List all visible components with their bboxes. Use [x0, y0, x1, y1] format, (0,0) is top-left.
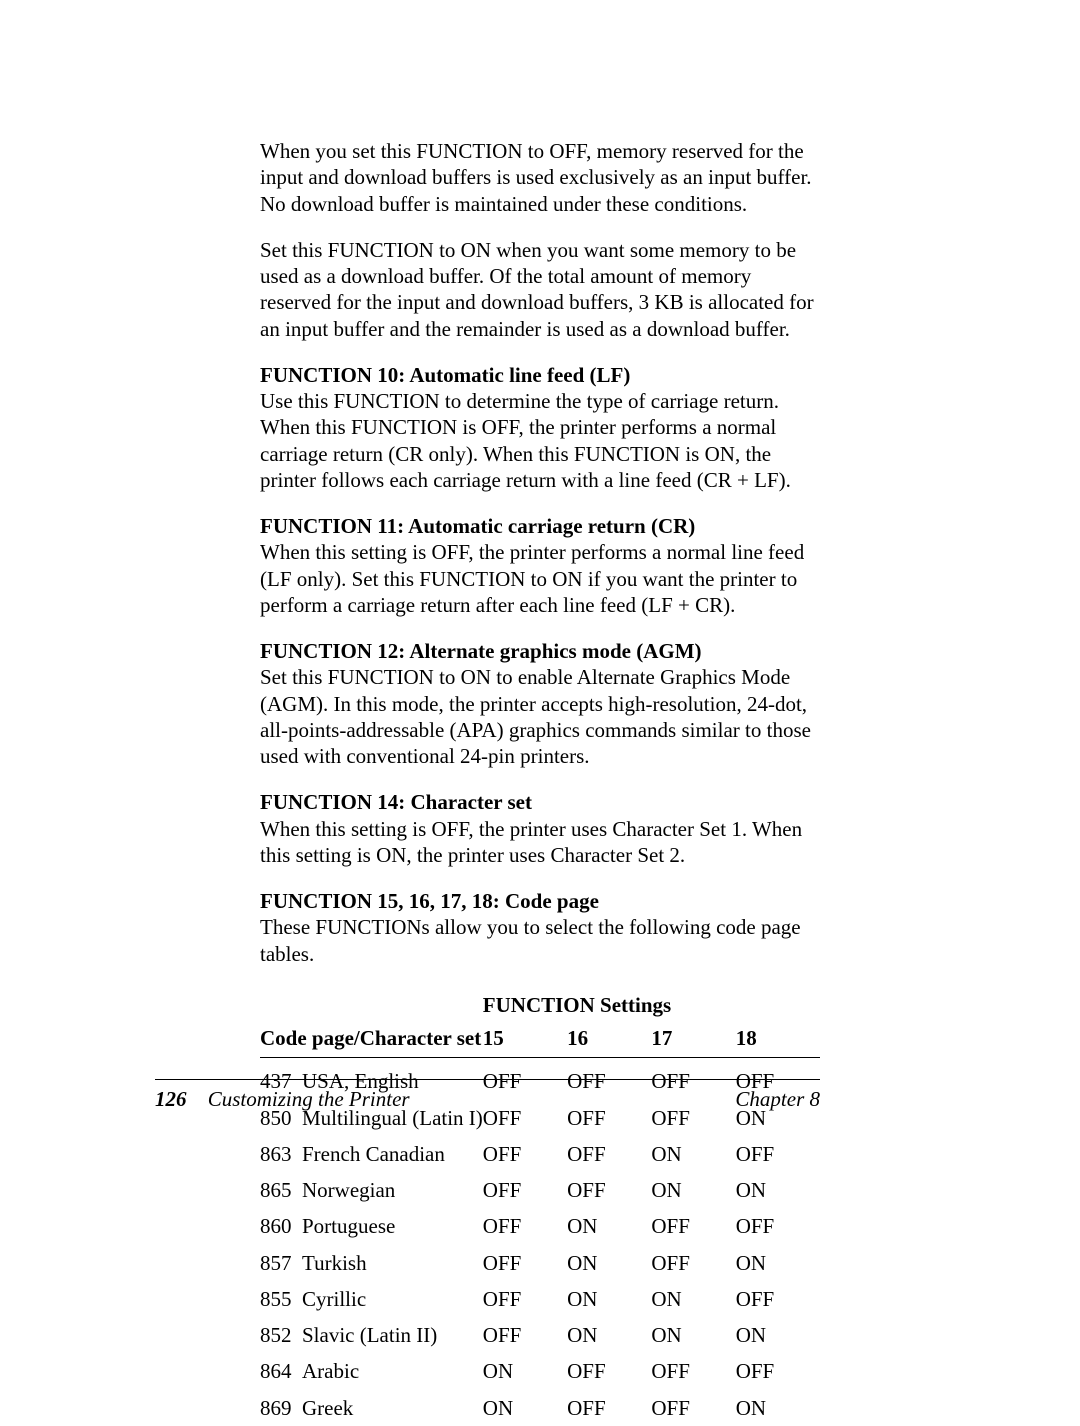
section-body: Use this FUNCTION to determine the type … [260, 388, 820, 493]
section-function-14: FUNCTION 14: Character set When this set… [260, 789, 820, 868]
setting-cell: ON [483, 1353, 567, 1389]
table-row: 865NorwegianOFFOFFONON [260, 1172, 820, 1208]
setting-cell: OFF [736, 1136, 820, 1172]
section-heading: FUNCTION 15, 16, 17, 18: Code page [260, 888, 820, 914]
setting-cell: ON [736, 1317, 820, 1353]
code-page-name: Portuguese [302, 1214, 395, 1238]
setting-cell: OFF [483, 1245, 567, 1281]
setting-cell: OFF [736, 1208, 820, 1244]
setting-cell: OFF [567, 1136, 651, 1172]
section-heading: FUNCTION 12: Alternate graphics mode (AG… [260, 638, 820, 664]
code-page-name: Greek [302, 1396, 353, 1420]
setting-cell: ON [567, 1317, 651, 1353]
setting-cell: OFF [567, 1172, 651, 1208]
setting-cell: ON [651, 1281, 735, 1317]
setting-cell: OFF [651, 1353, 735, 1389]
table-row: 869GreekONOFFOFFON [260, 1390, 820, 1426]
code-page-cell: 869Greek [260, 1390, 483, 1426]
section-function-15-18: FUNCTION 15, 16, 17, 18: Code page These… [260, 888, 820, 967]
row-header-label: Code page/Character set [260, 1020, 483, 1058]
setting-cell: OFF [567, 1353, 651, 1389]
col-header: 15 [483, 1020, 567, 1058]
code-page-cell: 852Slavic (Latin II) [260, 1317, 483, 1353]
setting-cell: ON [567, 1208, 651, 1244]
table-body: 437USA, EnglishOFFOFFOFFOFF850Multilingu… [260, 1058, 820, 1426]
setting-cell: OFF [651, 1245, 735, 1281]
setting-cell: ON [567, 1281, 651, 1317]
section-function-10: FUNCTION 10: Automatic line feed (LF) Us… [260, 362, 820, 493]
section-function-12: FUNCTION 12: Alternate graphics mode (AG… [260, 638, 820, 769]
page-footer: 126 Customizing the Printer Chapter 8 [155, 1079, 820, 1112]
section-body: When this setting is OFF, the printer us… [260, 816, 820, 869]
setting-cell: OFF [483, 1208, 567, 1244]
setting-cell: OFF [483, 1172, 567, 1208]
code-page-cell: 865Norwegian [260, 1172, 483, 1208]
table-row: 864ArabicONOFFOFFOFF [260, 1353, 820, 1389]
content-area: When you set this FUNCTION to OFF, memor… [260, 138, 820, 1426]
setting-cell: ON [651, 1172, 735, 1208]
section-body: These FUNCTIONs allow you to select the … [260, 914, 820, 967]
section-heading: FUNCTION 11: Automatic carriage return (… [260, 513, 820, 539]
setting-cell: OFF [651, 1390, 735, 1426]
table-super-header-row: FUNCTION Settings [260, 987, 820, 1020]
setting-cell: OFF [483, 1281, 567, 1317]
setting-cell: OFF [483, 1136, 567, 1172]
code-page-table: FUNCTION Settings Code page/Character se… [260, 987, 820, 1426]
code-page-cell: 857Turkish [260, 1245, 483, 1281]
page-number: 126 [155, 1087, 187, 1111]
section-heading: FUNCTION 10: Automatic line feed (LF) [260, 362, 820, 388]
code-page-cell: 864Arabic [260, 1353, 483, 1389]
table-row: 857TurkishOFFONOFFON [260, 1245, 820, 1281]
setting-cell: ON [736, 1245, 820, 1281]
setting-cell: ON [483, 1390, 567, 1426]
section-heading: FUNCTION 14: Character set [260, 789, 820, 815]
setting-cell: OFF [483, 1317, 567, 1353]
code-page-name: Turkish [302, 1251, 367, 1275]
section-body: When this setting is OFF, the printer pe… [260, 539, 820, 618]
code-page-name: Slavic (Latin II) [302, 1323, 437, 1347]
code-page-id: 855 [260, 1286, 302, 1312]
setting-cell: OFF [567, 1390, 651, 1426]
setting-cell: OFF [651, 1208, 735, 1244]
setting-cell: ON [736, 1390, 820, 1426]
section-function-11: FUNCTION 11: Automatic carriage return (… [260, 513, 820, 618]
col-header: 17 [651, 1020, 735, 1058]
code-page-cell: 863French Canadian [260, 1136, 483, 1172]
setting-cell: ON [736, 1172, 820, 1208]
setting-cell: ON [651, 1136, 735, 1172]
code-page-name: French Canadian [302, 1142, 445, 1166]
function-settings-table: FUNCTION Settings Code page/Character se… [260, 987, 820, 1426]
footer-left: 126 Customizing the Printer [155, 1086, 410, 1112]
code-page-cell: 860Portuguese [260, 1208, 483, 1244]
code-page-cell: 855Cyrillic [260, 1281, 483, 1317]
code-page-id: 869 [260, 1395, 302, 1421]
setting-cell: OFF [736, 1281, 820, 1317]
col-header: 18 [736, 1020, 820, 1058]
code-page-id: 860 [260, 1213, 302, 1239]
table-row: 860PortugueseOFFONOFFOFF [260, 1208, 820, 1244]
footer-chapter: Chapter 8 [735, 1086, 820, 1112]
footer-title: Customizing the Printer [208, 1087, 410, 1111]
code-page-id: 852 [260, 1322, 302, 1348]
code-page-id: 865 [260, 1177, 302, 1203]
code-page-id: 864 [260, 1358, 302, 1384]
setting-cell: ON [651, 1317, 735, 1353]
table-row: 863French CanadianOFFOFFONOFF [260, 1136, 820, 1172]
code-page-name: Arabic [302, 1359, 359, 1383]
intro-para-1: When you set this FUNCTION to OFF, memor… [260, 138, 820, 217]
setting-cell: OFF [736, 1353, 820, 1389]
table-super-header: FUNCTION Settings [483, 987, 820, 1020]
code-page-name: Norwegian [302, 1178, 395, 1202]
code-page-id: 857 [260, 1250, 302, 1276]
page: When you set this FUNCTION to OFF, memor… [0, 0, 1080, 1397]
table-row: 855CyrillicOFFONONOFF [260, 1281, 820, 1317]
table-row: 852Slavic (Latin II)OFFONONON [260, 1317, 820, 1353]
code-page-id: 863 [260, 1141, 302, 1167]
setting-cell: ON [567, 1245, 651, 1281]
table-column-headers: Code page/Character set 15 16 17 18 [260, 1020, 820, 1058]
code-page-name: Cyrillic [302, 1287, 366, 1311]
section-body: Set this FUNCTION to ON to enable Altern… [260, 664, 820, 769]
col-header: 16 [567, 1020, 651, 1058]
intro-para-2: Set this FUNCTION to ON when you want so… [260, 237, 820, 342]
